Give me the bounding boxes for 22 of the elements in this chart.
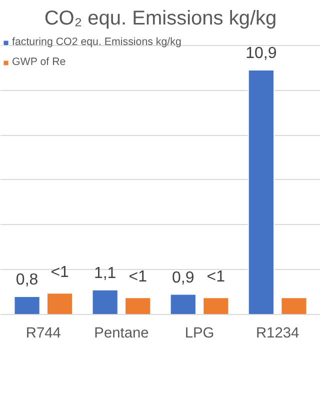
bar [248, 69, 274, 314]
bar [124, 297, 152, 314]
bar [202, 297, 230, 314]
data-label: 0,8 [16, 272, 38, 289]
x-tick-label: R1234 [256, 326, 300, 342]
bar [170, 294, 196, 314]
data-label: 1,1 [94, 264, 116, 282]
data-label: <1 [128, 268, 148, 286]
bar [46, 292, 74, 314]
bar [14, 296, 40, 314]
bar [280, 297, 308, 314]
x-tick-label: Pentane [94, 326, 149, 342]
data-label: 0,9 [172, 269, 194, 286]
legend-label: facturing CO2 equ. Emissions kg/kg [12, 36, 182, 48]
x-tick-label: LPG [184, 326, 214, 342]
chart-title: CO₂ equ. Emissions kg/kg [44, 8, 277, 30]
data-label: <1 [50, 264, 70, 282]
bar [92, 289, 118, 314]
data-label: 10,9 [246, 44, 277, 62]
x-tick-label: R744 [26, 326, 61, 342]
data-label: <1 [206, 268, 226, 286]
legend-label: GWP of Re [12, 56, 66, 68]
